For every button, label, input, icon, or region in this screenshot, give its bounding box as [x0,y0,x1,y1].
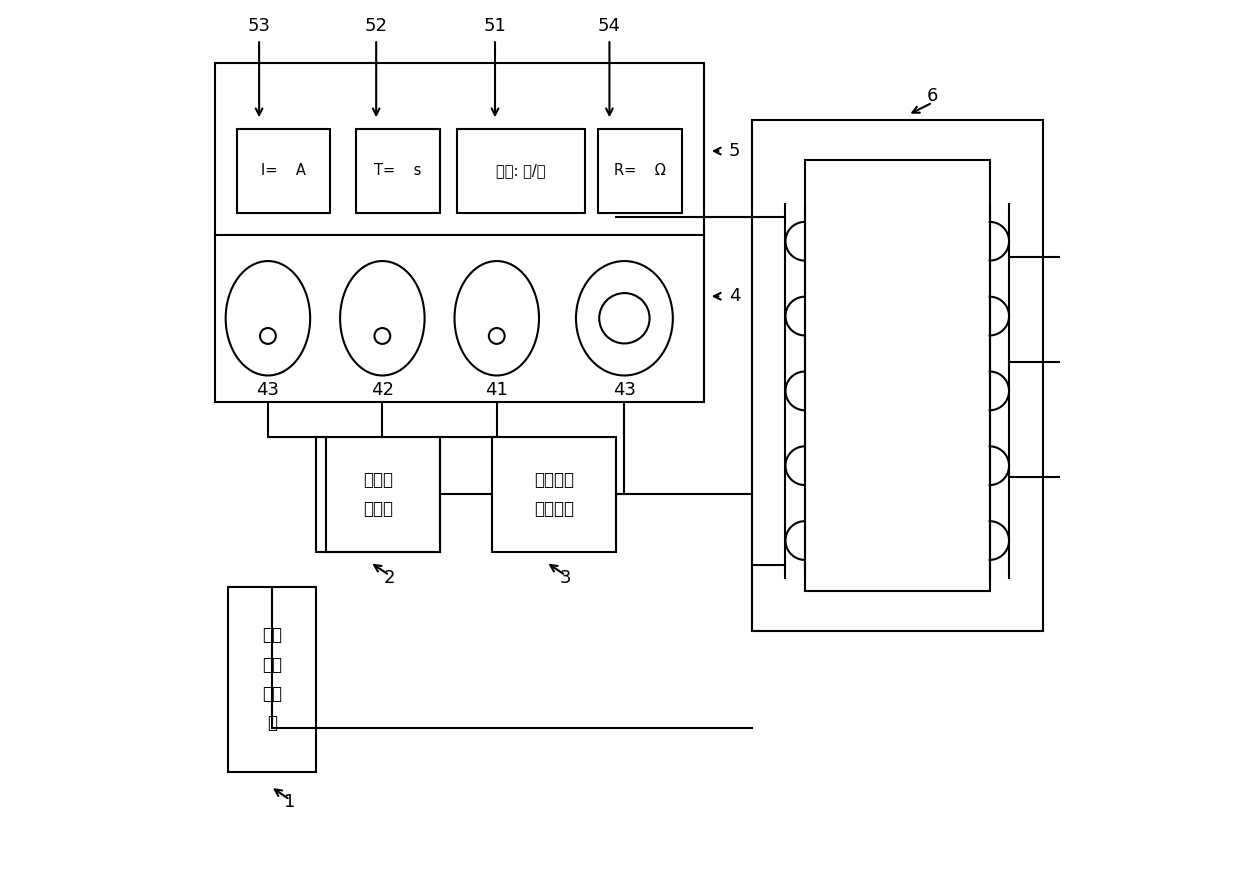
Bar [492,437,615,552]
Text: T=    s: T= s [374,163,422,178]
Ellipse shape [226,261,310,375]
Bar [458,129,585,213]
Bar [258,292,278,344]
Ellipse shape [577,261,673,375]
Bar [316,437,439,552]
Text: 2: 2 [383,569,396,587]
Text: 直流电阵
测量模块: 直流电阵 测量模块 [534,471,574,518]
Text: 4: 4 [729,287,740,306]
Bar [215,63,703,402]
Circle shape [260,328,275,343]
Circle shape [599,293,650,343]
Bar [228,586,316,772]
Text: 41: 41 [485,381,508,399]
Text: 极性: 正/负: 极性: 正/负 [496,163,546,178]
Bar [805,160,990,591]
Text: 53: 53 [248,17,270,35]
Circle shape [374,328,391,343]
Text: 5: 5 [729,142,740,160]
Text: 52: 52 [365,17,388,35]
Ellipse shape [340,261,424,375]
Text: I=    A: I= A [260,163,306,178]
Bar [237,129,330,213]
Ellipse shape [455,261,539,375]
Bar [598,129,682,213]
Text: 42: 42 [371,381,394,399]
Bar [356,129,439,213]
Text: 1: 1 [284,794,295,811]
Circle shape [489,328,505,343]
Text: R=    Ω: R= Ω [614,163,666,178]
Text: 6: 6 [926,87,939,104]
Text: 51: 51 [484,17,506,35]
Bar [487,292,506,344]
Text: 43: 43 [257,381,279,399]
Text: 3: 3 [559,569,572,587]
Text: 直流
电流
发生
器: 直流 电流 发生 器 [263,626,283,732]
Text: 极性可
调电路: 极性可 调电路 [363,471,393,518]
Text: 54: 54 [598,17,621,35]
Bar [373,292,392,344]
Text: 43: 43 [613,381,636,399]
Bar [751,120,1043,630]
